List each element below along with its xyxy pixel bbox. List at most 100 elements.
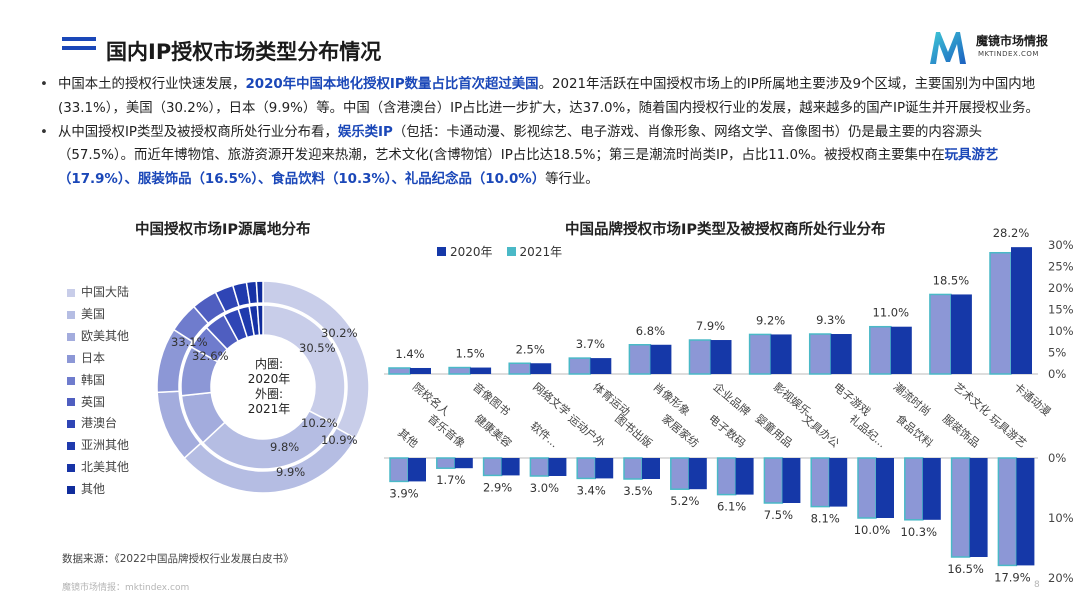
body-text: 从中国授权IP类型及被授权商所处行业分布看， xyxy=(58,124,338,140)
bar-data-label: 3.4% xyxy=(577,483,606,497)
bar-data-label: 1.5% xyxy=(455,347,484,361)
category-label: 潮流时尚 xyxy=(891,380,934,419)
legend-swatch xyxy=(506,247,516,256)
bar-data-label: 1.7% xyxy=(436,473,465,487)
donut-label-inner-us: 30.5% xyxy=(299,341,336,355)
category-label: 家居家纺 xyxy=(659,411,702,450)
category-label: 电子游戏 xyxy=(831,380,873,418)
summary-bullets: 中国本土的授权行业快速发展，2020年中国本地化授权IP数量占比首次超过美国。2… xyxy=(40,73,1040,192)
bar-2021 xyxy=(529,457,550,477)
category-label: 企业品牌 xyxy=(711,380,754,419)
brand-logo[interactable]: 魔镜市场情报 MKTINDEX.COM xyxy=(926,28,1066,68)
bar-data-label: 3.7% xyxy=(576,337,605,351)
bar-2021 xyxy=(748,333,772,375)
bar-2020 xyxy=(710,340,732,374)
logo-mark-icon xyxy=(930,32,966,64)
bar-data-label: 17.9% xyxy=(994,570,1031,584)
bar-2020 xyxy=(770,334,792,374)
legend-label: 港澳台 xyxy=(81,416,118,431)
bar-data-label: 2.9% xyxy=(483,480,512,494)
upper-y-tick-label: 25% xyxy=(1048,260,1074,274)
highlight-text: 2020年中国本地化授权IP数量占比首次超过美国 xyxy=(245,77,539,92)
category-label: 运动户外 xyxy=(566,411,609,450)
bar-2020 xyxy=(408,458,426,482)
legend-item: 美国 xyxy=(67,304,129,326)
legend-label: 2020年 xyxy=(450,245,493,259)
bar-data-label: 16.5% xyxy=(947,562,984,576)
donut-label-inner-kr: 9.8% xyxy=(270,440,300,454)
bar-data-label: 11.0% xyxy=(873,306,910,320)
bar-data-label: 1.4% xyxy=(395,347,424,361)
upper-y-tick-label: 20% xyxy=(1048,281,1074,295)
upper-y-tick-label: 5% xyxy=(1048,346,1066,360)
bar-data-label: 3.0% xyxy=(530,481,559,495)
logo-url: MKTINDEX.COM xyxy=(978,50,1039,58)
bar-2021 xyxy=(810,457,830,508)
bar-data-label: 6.1% xyxy=(717,500,746,514)
body-text: 等行业。 xyxy=(545,172,599,188)
category-label: 体育运动 xyxy=(590,380,633,419)
legend-item: 日本 xyxy=(67,348,129,370)
category-label: 文具办公 xyxy=(800,411,843,450)
legend-label: 韩国 xyxy=(81,372,106,387)
bar-2020 xyxy=(642,458,660,479)
donut-label-outer-jp: 10.9% xyxy=(321,433,358,447)
donut-label-inner-jp: 10.2% xyxy=(301,416,338,430)
upper-y-tick-label: 0% xyxy=(1048,367,1066,381)
bar-data-label: 3.9% xyxy=(389,486,418,500)
legend-item: 其他 xyxy=(67,479,129,501)
legend-swatch xyxy=(67,376,75,385)
category-label: 网络文学 xyxy=(530,380,573,419)
bar-2021 xyxy=(508,362,531,375)
legend-item: 北美其他 xyxy=(67,457,129,479)
legend-label: 2021年 xyxy=(519,245,563,259)
legend-swatch xyxy=(67,332,75,341)
bar-2020 xyxy=(1016,458,1035,566)
bar-data-label: 7.9% xyxy=(696,319,725,333)
bar-2021 xyxy=(989,251,1012,375)
bar-2021 xyxy=(623,457,643,480)
bar-2020 xyxy=(1011,247,1032,374)
category-label: 健康美容 xyxy=(472,411,515,450)
legend-item: 英国 xyxy=(67,392,129,414)
bar-2021 xyxy=(763,457,784,504)
bar-chart-title: 中国品牌授权市场IP类型及被授权商所处行业分布 xyxy=(565,222,886,238)
bar-2021 xyxy=(670,457,690,490)
bar-2020 xyxy=(735,458,754,495)
legend-item: 欧美其他 xyxy=(67,326,129,348)
legend-swatch xyxy=(67,442,75,451)
footer-brand: 魔镜市场情报：mktindex.com xyxy=(62,583,190,593)
category-label: 艺术文化 xyxy=(951,380,994,419)
donut-label-outer-china: 33.1% xyxy=(171,335,208,349)
category-label: 礼品纪... xyxy=(847,412,889,451)
bar-2020 xyxy=(876,458,894,518)
category-label: 卡通动漫 xyxy=(1011,380,1054,419)
bar-2020 xyxy=(688,458,707,490)
legend-label: 北美其他 xyxy=(81,460,130,475)
bar-2020 xyxy=(830,334,852,374)
bar-2021 xyxy=(904,457,924,521)
lower-y-tick-label: 10% xyxy=(1048,511,1074,525)
donut-slice xyxy=(255,280,264,304)
bar-2020 xyxy=(950,294,972,374)
logo-name: 魔镜市场情报 xyxy=(976,34,1049,48)
data-source: 数据来源：《2022中国品牌授权行业发展白皮书》 xyxy=(62,553,294,565)
bar-legend: 2020年 2021年 xyxy=(437,243,562,260)
bar-data-label: 10.3% xyxy=(901,525,938,539)
legend-swatch xyxy=(67,420,75,429)
legend-label: 欧美其他 xyxy=(81,328,130,343)
category-label: 图书出版 xyxy=(612,411,655,450)
bar-2020 xyxy=(650,344,672,374)
upper-y-tick-label: 10% xyxy=(1048,324,1074,338)
title-accent-bar xyxy=(62,37,96,41)
bullet-1: 中国本土的授权行业快速发展，2020年中国本地化授权IP数量占比首次超过美国。2… xyxy=(40,73,1040,121)
bar-data-label: 3.5% xyxy=(623,484,652,498)
bar-2020 xyxy=(782,458,801,503)
category-label: 服装饰品 xyxy=(940,411,983,450)
page-title: 国内IP授权市场类型分布情况 xyxy=(106,40,382,64)
legend-label: 其他 xyxy=(81,482,106,497)
bar-2020 xyxy=(890,326,912,374)
lower-y-tick-label: 0% xyxy=(1048,451,1066,465)
bar-2021 xyxy=(950,457,971,558)
